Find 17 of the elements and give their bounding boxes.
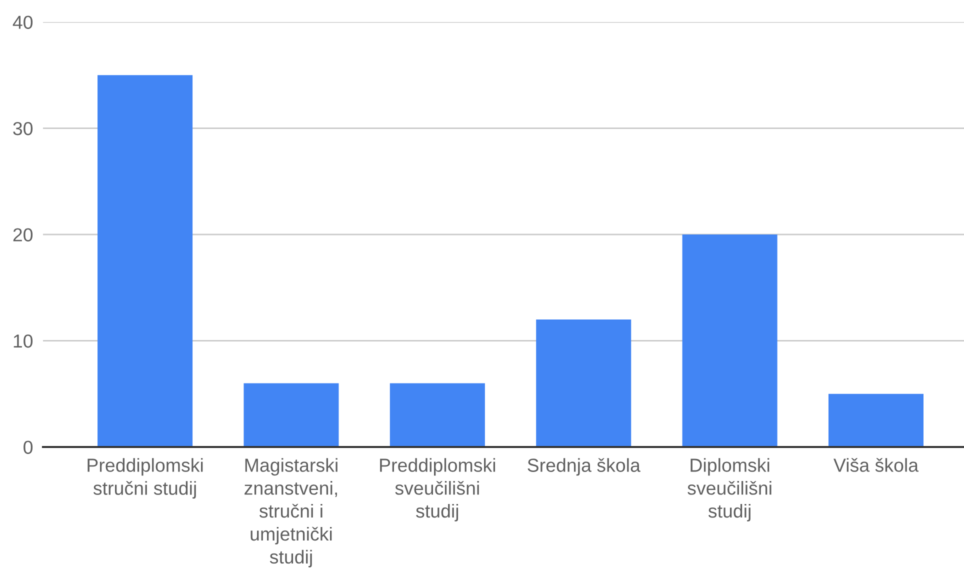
bar	[244, 383, 339, 447]
x-tick-label: Magistarski znanstveni, stručni i umjetnički studij	[244, 458, 338, 568]
x-tick-label: Viša škola	[834, 458, 919, 472]
x-tick-label: Preddiplomski sveučilišni studij	[380, 458, 496, 522]
y-tick-label: 40	[12, 16, 33, 29]
y-tick-label: 10	[14, 334, 33, 348]
bar	[536, 320, 632, 447]
y-tick-label: 20	[13, 228, 33, 242]
x-tick-label: Diplomski sveučilišni studij	[688, 458, 772, 522]
bar	[682, 234, 778, 447]
bar	[390, 383, 485, 447]
y-tick-label: 30	[13, 122, 33, 136]
x-tick-label: Srednja škola	[528, 458, 640, 476]
bar	[828, 394, 924, 447]
x-tick-label: Preddiplomski stručni studij	[88, 458, 203, 499]
y-tick-label: 0	[24, 440, 33, 454]
bar	[98, 75, 193, 447]
